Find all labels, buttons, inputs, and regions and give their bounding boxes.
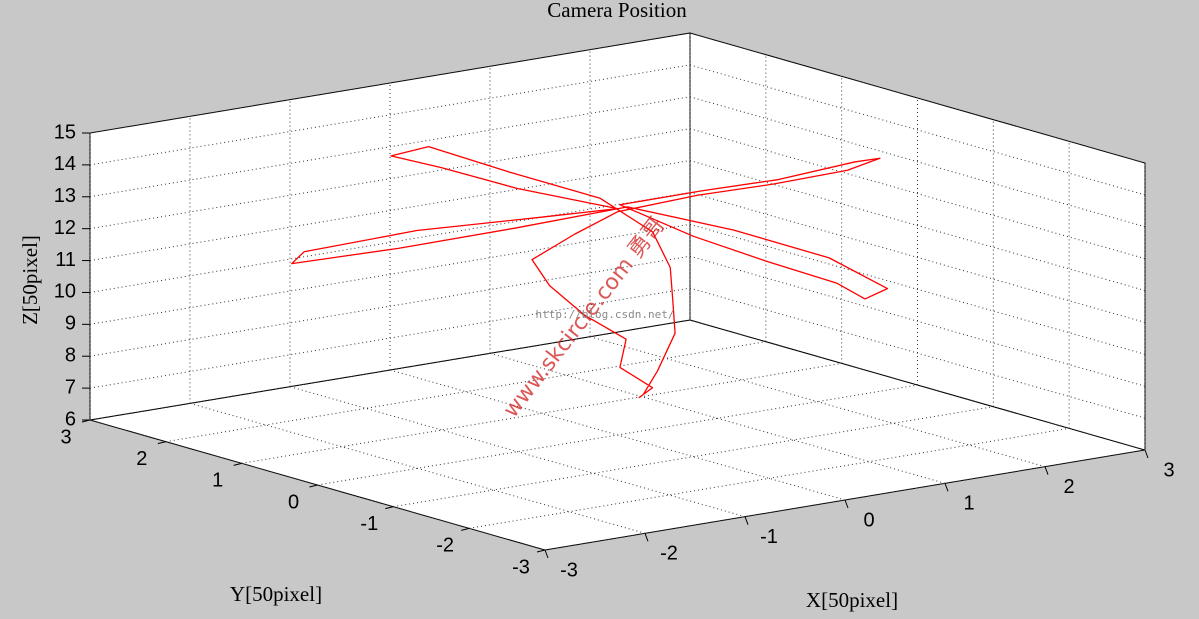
y-tick-mark — [536, 549, 546, 553]
x-tick-label: 1 — [963, 493, 974, 515]
grid-line — [89, 223, 691, 325]
chart-title: Camera Position — [547, 0, 687, 22]
grid-line — [489, 352, 946, 484]
grid-line — [89, 160, 691, 262]
y-tick-label: -1 — [360, 513, 378, 535]
x-tick-label: -1 — [760, 526, 778, 548]
x-tick-mark — [544, 549, 549, 559]
z-tick-label: 9 — [65, 313, 76, 335]
x-tick-mark — [1044, 466, 1049, 475]
z-tick-label: 15 — [54, 121, 76, 143]
grid-line — [689, 223, 1146, 355]
y-tick-label: 0 — [288, 491, 299, 513]
grid-line — [689, 160, 1146, 292]
grid-line — [89, 32, 691, 134]
grid-line — [689, 96, 1146, 228]
grid-line — [689, 255, 1146, 387]
grid-line — [89, 128, 691, 230]
x-tick-mark — [844, 499, 849, 509]
trajectory-line — [291, 146, 889, 399]
y-tick-label: 3 — [60, 426, 71, 448]
y-tick-label: 1 — [212, 470, 223, 492]
grid-line — [689, 191, 1146, 323]
grid-line — [393, 406, 994, 508]
x-tick-label: 0 — [863, 509, 874, 531]
y-tick-mark — [233, 462, 242, 466]
grid-line — [689, 32, 1146, 164]
z-tick-label: 8 — [65, 345, 76, 367]
z-tick-label: 14 — [54, 153, 76, 175]
x-tick-mark — [644, 533, 649, 542]
grid-line — [689, 319, 1146, 451]
y-tick-label: -3 — [512, 556, 530, 578]
y-tick-mark — [309, 484, 318, 488]
grid-line — [317, 384, 918, 486]
grid-line — [689, 64, 1146, 196]
grid-line — [89, 191, 691, 293]
x-tick-label: -2 — [660, 543, 678, 565]
z-axis-label: Z[50pixel] — [18, 235, 42, 325]
grid-line — [469, 427, 1070, 529]
grid-line — [689, 128, 1146, 260]
grid-line — [289, 386, 746, 518]
z-tick-label: 12 — [54, 217, 76, 239]
x-axis-label: X[50pixel] — [806, 588, 898, 612]
grid-line — [241, 362, 842, 464]
x-tick-mark — [744, 516, 749, 525]
grid-line — [89, 96, 691, 198]
z-tick-label: 7 — [65, 376, 76, 398]
grid-line — [189, 402, 646, 534]
y-tick-mark — [385, 506, 394, 510]
y-tick-label: 2 — [136, 448, 147, 470]
x-tick-label: 2 — [1063, 476, 1074, 498]
x-tick-label: -3 — [560, 559, 578, 581]
y-tick-mark — [461, 527, 470, 531]
grid-line — [89, 255, 691, 357]
z-tick-label: 13 — [54, 185, 76, 207]
watermark: http://blog.csdn.net/ — [535, 308, 674, 321]
grid-line — [589, 336, 1046, 468]
grid-line — [165, 341, 766, 443]
x-tick-label: 3 — [1163, 459, 1174, 481]
grid-line — [689, 287, 1146, 419]
grid-line — [89, 64, 691, 166]
grid-line — [89, 287, 691, 389]
grid-line — [89, 319, 691, 421]
y-tick-mark — [157, 441, 166, 445]
z-tick-label: 11 — [55, 249, 76, 271]
z-tick-label: 10 — [54, 281, 76, 303]
x-tick-mark — [944, 483, 949, 492]
y-axis-label: Y[50pixel] — [230, 582, 322, 606]
y-tick-label: -2 — [436, 535, 454, 557]
x-tick-mark — [1144, 449, 1149, 459]
z-tick-label: 6 — [65, 408, 76, 430]
